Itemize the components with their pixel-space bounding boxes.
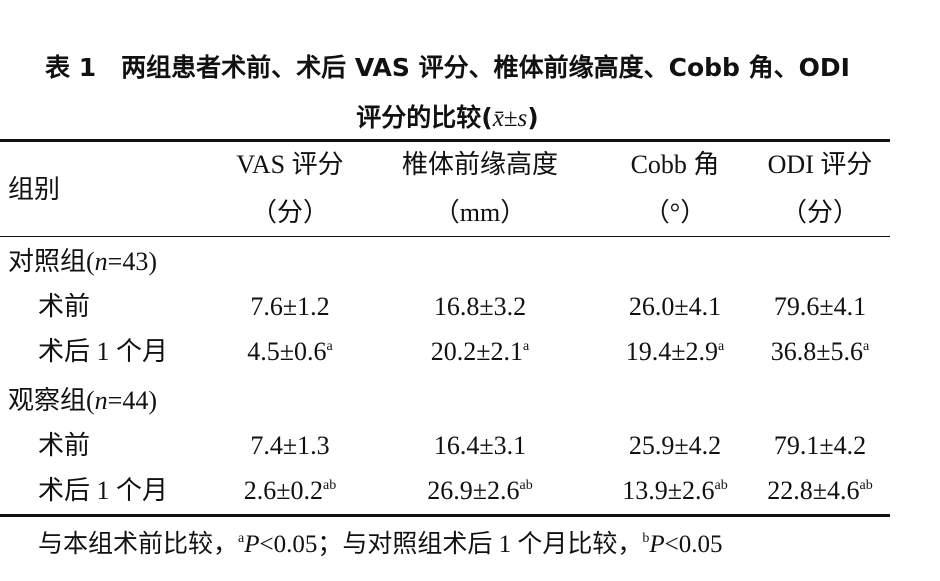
fn-text: <0.05；与对照组术后 1 个月比较， — [259, 531, 643, 558]
cell-value: 36.8±5.6 — [770, 337, 864, 366]
group-count: =43) — [107, 247, 157, 276]
group-n: n — [94, 386, 108, 415]
bottom-rule — [0, 514, 890, 517]
cell-mark: a — [523, 339, 530, 354]
group-label: 对照组(n=43) — [8, 247, 157, 277]
cell-value: 13.9±2.6 — [622, 476, 715, 505]
group-n: n — [94, 247, 108, 276]
top-rule — [0, 139, 890, 142]
cell-value: 22.8±4.6 — [767, 476, 860, 505]
cell-mark: ab — [323, 478, 337, 493]
title-text: 评分的比较( — [356, 103, 493, 132]
cell: 25.9±4.2 — [629, 431, 721, 461]
title-line1: 表 1 两组患者术前、术后 VAS 评分、椎体前缘高度、Cobb 角、ODI — [45, 53, 850, 82]
cell-value: 7.4±1.3 — [250, 431, 330, 460]
cell-mark: ab — [714, 478, 728, 493]
header-rule — [0, 236, 890, 237]
fn-text: 与本组术前比较， — [38, 531, 239, 558]
row-label: 术前 — [38, 292, 91, 321]
cell-mark: ab — [859, 478, 873, 493]
cell: 20.2±2.1a — [431, 337, 530, 367]
column-name: 椎体前缘高度 — [401, 150, 559, 179]
cell-value: 4.5±0.6 — [247, 337, 327, 366]
group-name: 对照组( — [8, 247, 95, 276]
group-label: 观察组(n=44) — [8, 386, 157, 416]
cell: 79.6±4.1 — [774, 292, 866, 322]
cell-value: 2.6±0.2 — [243, 476, 324, 505]
row-label: 术前 — [38, 431, 91, 460]
cell: 7.6±1.2 — [250, 292, 329, 322]
column-unit: （mm） — [433, 198, 527, 227]
cell: 26.0±4.1 — [629, 292, 721, 322]
fn-sup: a — [238, 531, 245, 546]
cell-value: 26.9±2.6 — [427, 476, 520, 505]
group-count: =44) — [107, 386, 157, 415]
cell: 79.1±4.2 — [774, 431, 866, 461]
title-x: x̄ — [492, 105, 504, 132]
cell-value: 79.1±4.2 — [773, 431, 867, 460]
column-unit: （分） — [250, 198, 330, 227]
row-label: 术后 1 个月 — [38, 337, 169, 366]
group-header: 组别 — [8, 175, 61, 204]
cell-mark: a — [863, 339, 870, 354]
column-unit: （°） — [643, 198, 707, 227]
cell-value: 16.4±3.1 — [433, 431, 527, 460]
cell-mark: a — [718, 339, 725, 354]
cell-value: 25.9±4.2 — [628, 431, 722, 460]
cell-value: 19.4±2.9 — [625, 337, 719, 366]
cell: 16.8±3.2 — [434, 292, 526, 322]
cell: 7.4±1.3 — [250, 431, 329, 461]
cell-value: 16.8±3.2 — [433, 292, 527, 321]
cell: 2.6±0.2ab — [244, 476, 337, 506]
cell: 36.8±5.6a — [771, 337, 870, 367]
column-name: VAS 评分 — [236, 150, 344, 179]
cell-value: 26.0±4.1 — [628, 292, 722, 321]
cell: 19.4±2.9a — [626, 337, 725, 367]
cell: 22.8±4.6ab — [767, 476, 873, 506]
row-label: 术后 1 个月 — [38, 476, 169, 505]
cell: 26.9±2.6ab — [427, 476, 533, 506]
cell: 13.9±2.6ab — [622, 476, 728, 506]
cell-value: 7.6±1.2 — [250, 292, 330, 321]
cell-mark: ab — [519, 478, 533, 493]
cell-mark: a — [326, 339, 333, 354]
cell: 16.4±3.1 — [434, 431, 526, 461]
fn-sup: b — [642, 531, 650, 546]
fn-p: P — [244, 531, 260, 558]
fn-p: P — [649, 531, 665, 558]
cell: 4.5±0.6a — [247, 337, 333, 367]
title-s: s — [517, 105, 528, 132]
column-unit: （分） — [780, 198, 860, 227]
title-pm: ± — [503, 105, 518, 132]
column-name: Cobb 角 — [630, 150, 720, 179]
cell-value: 20.2±2.1 — [430, 337, 524, 366]
cell-value: 79.6±4.1 — [773, 292, 867, 321]
footnote: 与本组术前比较，aP<0.05；与对照组术后 1 个月比较，bP<0.05 — [38, 530, 723, 560]
fn-text: <0.05 — [664, 531, 723, 558]
column-name: ODI 评分 — [767, 150, 873, 179]
group-name: 观察组( — [8, 386, 95, 415]
title-line2: 评分的比较(x̄±s) — [0, 103, 895, 134]
title-end: ) — [527, 103, 539, 132]
